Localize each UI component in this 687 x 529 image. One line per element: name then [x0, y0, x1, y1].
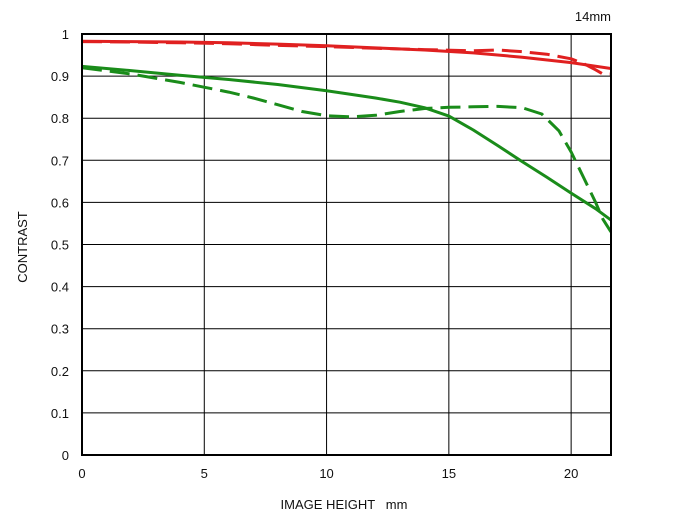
- x-tick-label: 5: [201, 466, 208, 481]
- y-tick-label: 0.4: [51, 280, 69, 295]
- series-line-3: [82, 66, 611, 233]
- x-tick-label: 15: [442, 466, 456, 481]
- x-tick-label: 10: [319, 466, 333, 481]
- y-tick-label: 0.7: [51, 153, 69, 168]
- y-tick-label: 0.1: [51, 406, 69, 421]
- y-tick-label: 1: [62, 27, 69, 42]
- chart-title: 14mm: [575, 9, 611, 24]
- plot-frame: [81, 33, 612, 456]
- x-tick-labels: 0 5 10 15 20: [78, 466, 578, 481]
- y-tick-label: 0.6: [51, 195, 69, 210]
- y-tick-label: 0.9: [51, 69, 69, 84]
- y-tick-label: 0.3: [51, 322, 69, 337]
- y-tick-label: 0.8: [51, 111, 69, 126]
- series-line-1: [82, 40, 611, 76]
- x-axis-label: IMAGE HEIGHT mm: [281, 497, 408, 512]
- y-tick-label: 0.2: [51, 364, 69, 379]
- y-axis-label: CONTRAST: [15, 211, 30, 283]
- x-tick-label: 0: [78, 466, 85, 481]
- plot-area: [82, 39, 611, 233]
- y-tick-label: 0: [62, 448, 69, 463]
- y-tick-labels: 0 0.1 0.2 0.3 0.4 0.5 0.6 0.7 0.8 0.9 1: [51, 27, 69, 463]
- x-tick-label: 20: [564, 466, 578, 481]
- y-tick-label: 0.5: [51, 238, 69, 253]
